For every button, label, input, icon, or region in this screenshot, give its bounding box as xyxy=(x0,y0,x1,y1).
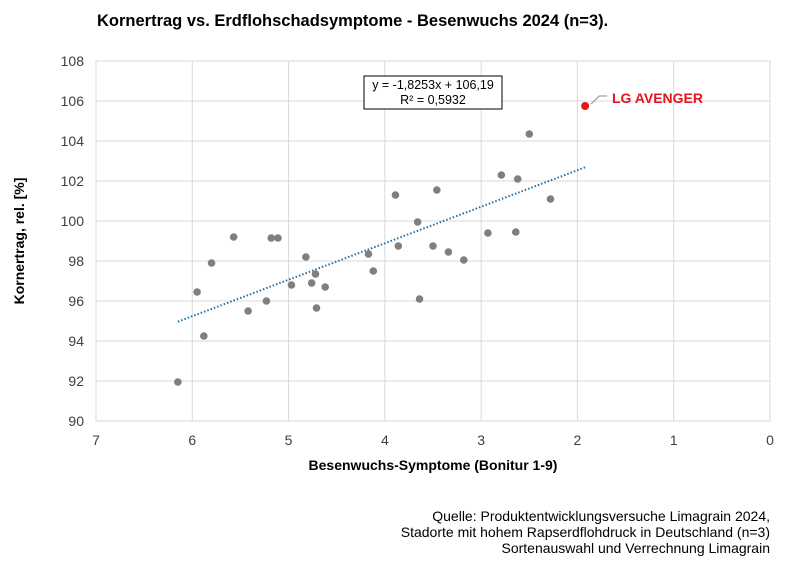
highlight-group: LG AVENGER xyxy=(581,90,703,110)
y-tick-label-102: 102 xyxy=(61,173,85,189)
y-tick-label-104: 104 xyxy=(61,133,85,149)
trendline-equation: y = -1,8253x + 106,19 xyxy=(372,78,494,92)
chart-title: Kornertrag vs. Erdflohschadsymptome - Be… xyxy=(97,12,608,30)
data-point-3 xyxy=(200,332,208,340)
data-points xyxy=(174,130,555,386)
data-point-19 xyxy=(394,242,403,250)
highlight-label: LG AVENGER xyxy=(612,90,703,106)
source-note: Quelle: Produktentwicklungsversuche Lima… xyxy=(401,508,770,556)
x-tick-label-4: 4 xyxy=(381,432,389,448)
data-point-10 xyxy=(287,281,296,289)
data-point-9 xyxy=(274,234,282,242)
data-point-14 xyxy=(312,304,321,312)
data-point-1 xyxy=(174,378,182,386)
data-point-21 xyxy=(415,295,424,303)
y-tick-label-108: 108 xyxy=(61,53,85,69)
data-point-31 xyxy=(546,195,555,203)
plot-area-border xyxy=(95,60,771,422)
data-point-13 xyxy=(311,270,320,278)
grid-lines xyxy=(95,60,771,422)
highlight-point xyxy=(581,102,590,110)
data-point-29 xyxy=(513,175,522,183)
x-tick-label-3: 3 xyxy=(477,432,485,448)
data-point-2 xyxy=(193,288,201,296)
data-point-6 xyxy=(244,307,252,315)
x-tick-label-0: 0 xyxy=(766,432,774,448)
x-tick-label-1: 1 xyxy=(670,432,678,448)
y-tick-label-94: 94 xyxy=(68,333,84,349)
x-tick-label-2: 2 xyxy=(574,432,582,448)
y-tick-label-96: 96 xyxy=(68,293,84,309)
data-point-8 xyxy=(267,234,276,242)
source-line-2: Stadorte mit hohem Rapserdflohdruck in D… xyxy=(401,524,770,540)
highlight-leader-line xyxy=(590,95,608,105)
data-point-26 xyxy=(484,229,492,237)
x-axis-title: Besenwuchs-Symptome (Bonitur 1-9) xyxy=(309,457,558,473)
data-point-25 xyxy=(460,256,468,264)
data-point-4 xyxy=(207,259,216,267)
y-tick-label-100: 100 xyxy=(61,213,85,229)
data-point-7 xyxy=(262,297,271,305)
x-tick-label-5: 5 xyxy=(285,432,293,448)
data-point-15 xyxy=(321,283,329,291)
y-tick-label-106: 106 xyxy=(61,93,85,109)
data-point-11 xyxy=(302,253,310,261)
data-point-17 xyxy=(369,267,378,275)
trendline xyxy=(177,166,586,323)
r-squared-label: R² = 0,5932 xyxy=(400,93,466,107)
trendline-layer xyxy=(177,166,586,323)
data-point-5 xyxy=(229,233,238,241)
data-point-24 xyxy=(444,248,453,256)
data-point-27 xyxy=(497,171,506,179)
equation-box: y = -1,8253x + 106,19 R² = 0,5932 xyxy=(363,75,503,110)
y-tick-label-90: 90 xyxy=(68,413,84,429)
y-tick-label-98: 98 xyxy=(68,253,84,269)
data-point-20 xyxy=(413,218,422,226)
data-point-30 xyxy=(525,130,534,138)
tick-labels: 90 92 94 96 98 100 102 104 106 108 7 6 5 4 3 2 1 0 xyxy=(61,53,774,448)
x-tick-label-6: 6 xyxy=(188,432,196,448)
equation-box-frame xyxy=(363,75,503,110)
source-line-1: Quelle: Produktentwicklungsversuche Lima… xyxy=(432,508,770,524)
y-tick-label-92: 92 xyxy=(68,373,84,389)
data-point-28 xyxy=(512,228,520,236)
data-point-22 xyxy=(429,242,437,250)
data-point-16 xyxy=(364,250,373,258)
y-axis-title: Kornertrag, rel. [%] xyxy=(11,178,27,305)
source-line-3: Sortenauswahl und Verrechnung Limagrain xyxy=(501,540,770,556)
data-point-12 xyxy=(307,279,316,287)
data-point-18 xyxy=(391,191,400,199)
x-tick-label-7: 7 xyxy=(92,432,100,448)
data-point-23 xyxy=(433,186,441,194)
